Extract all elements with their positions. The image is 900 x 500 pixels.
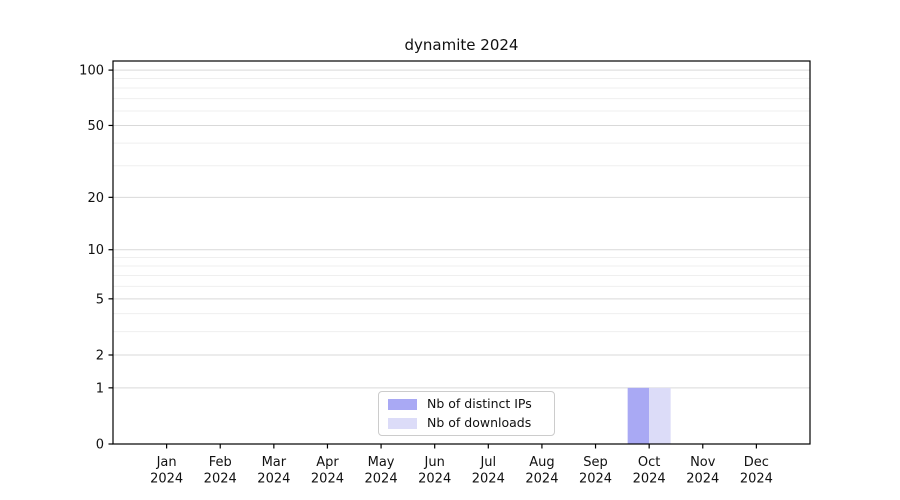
x-tick-label: Nov 2024	[686, 455, 719, 487]
chart-title: dynamite 2024	[404, 36, 519, 54]
x-tick-label: May 2024	[365, 455, 398, 487]
legend-label-distinct-ips: Nb of distinct IPs	[427, 396, 532, 411]
bar-oct-s1	[649, 387, 671, 444]
legend-item-distinct-ips: Nb of distinct IPs	[388, 396, 545, 412]
bar-oct-s0	[627, 387, 650, 444]
x-tick-label: Feb 2024	[204, 455, 237, 487]
legend-item-downloads: Nb of downloads	[388, 415, 545, 431]
x-tick-label: Mar 2024	[257, 455, 290, 487]
y-tick-label: 10	[87, 243, 104, 258]
legend-label-downloads: Nb of downloads	[427, 415, 532, 430]
x-tick-label: Jun 2024	[418, 455, 451, 487]
x-tick-label: Dec 2024	[740, 455, 773, 487]
legend-swatch-distinct-ips	[388, 398, 417, 410]
y-tick-label: 50	[87, 119, 104, 134]
y-tick-label: 1	[96, 381, 104, 396]
axes-frame	[112, 60, 811, 445]
legend-swatch-downloads	[388, 417, 417, 429]
y-tick-label: 20	[87, 191, 104, 206]
x-tick-label: Aug 2024	[525, 455, 558, 487]
x-tick-label: Apr 2024	[311, 455, 344, 487]
legend: Nb of distinct IPs Nb of downloads	[378, 391, 555, 436]
x-tick-label: Sep 2024	[579, 455, 612, 487]
y-tick-label: 100	[79, 64, 104, 79]
x-tick-label: Jan 2024	[150, 455, 183, 487]
y-tick-label: 2	[96, 348, 104, 363]
x-tick-label: Jul 2024	[472, 455, 505, 487]
y-tick-label: 0	[96, 438, 104, 453]
y-tick-label: 5	[96, 292, 104, 307]
x-tick-label: Oct 2024	[633, 455, 666, 487]
